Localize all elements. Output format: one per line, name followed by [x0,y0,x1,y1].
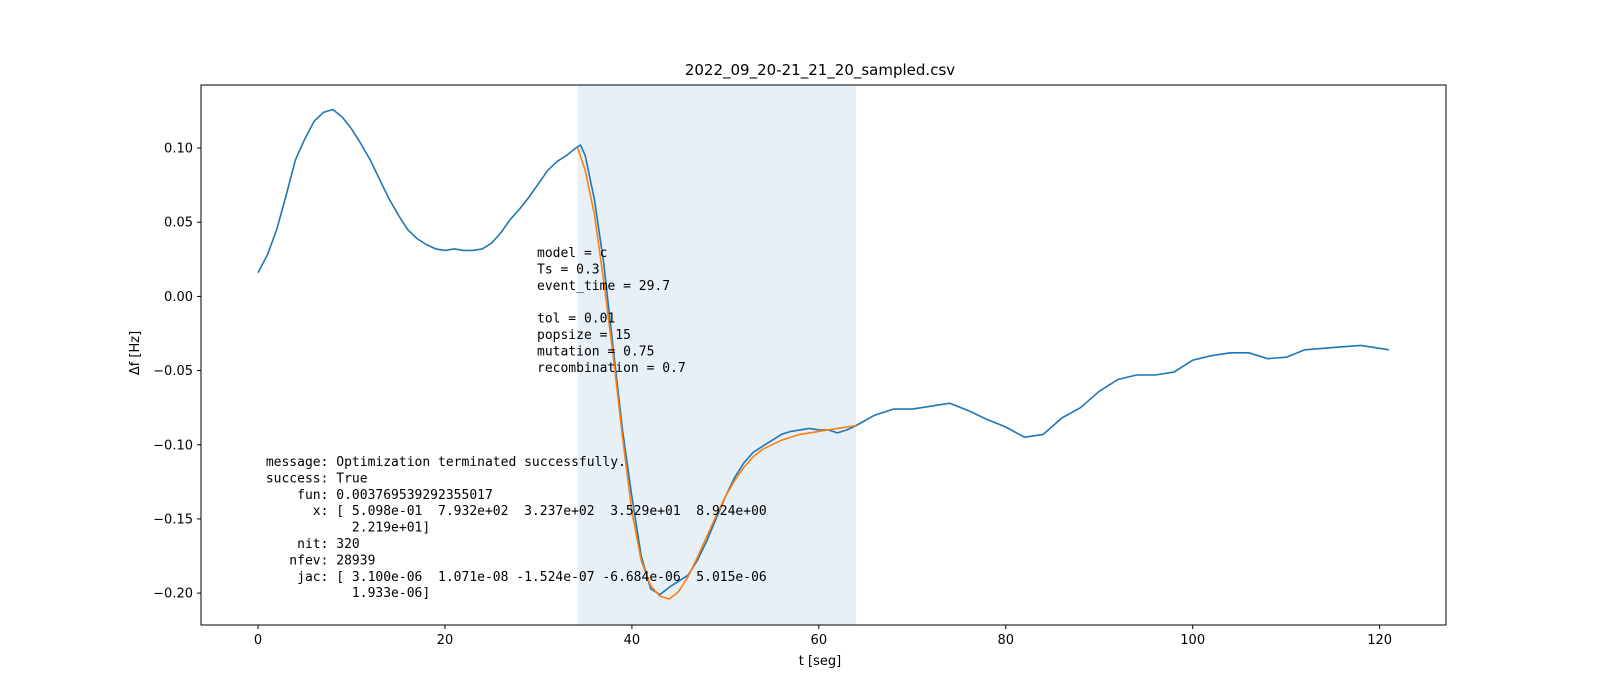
y-tick-label: −0.05 [153,364,193,379]
result-annotation-line: 1.933e-06] [258,586,430,601]
chart-title: 2022_09_20-21_21_20_sampled.csv [685,61,955,80]
params-annotation-line: event_time = 29.7 [537,279,670,294]
result-annotation-line: nfev: 28939 [258,553,375,568]
y-tick-label: 0.00 [164,290,193,305]
y-tick-label: −0.20 [153,587,193,602]
result-annotation-line: nit: 320 [258,537,360,552]
series-line-measured [257,108,1390,596]
y-tick-label: −0.15 [153,512,193,527]
y-tick-label: 0.10 [164,142,193,157]
y-axis-label: Δf [Hz] [128,331,143,375]
result-annotation-line: fun: 0.003769539292355017 [258,488,493,503]
y-tick-label: 0.05 [164,216,193,231]
params-annotation-line: tol = 0.01 [537,312,615,327]
series-line-fit [576,147,857,600]
result-annotation-line: message: Optimization terminated success… [258,455,626,470]
x-tick-label: 100 [1180,633,1205,648]
x-axis-label: t [seg] [799,654,841,669]
x-tick-label: 80 [997,633,1014,648]
result-annotation-line: jac: [ 3.100e-06 1.071e-08 -1.524e-07 -6… [258,570,767,585]
result-annotation-line: success: True [258,471,368,486]
params-annotation-line: recombination = 0.7 [537,361,686,376]
axes-frame [200,84,1447,626]
params-annotation-line: model = c [537,246,607,261]
params-annotation-line: Ts = 0.3 [537,262,600,277]
plot-area: 0 20 40 60 80 100 120 0.10 0.05 0.00 −0.05 −0.10 −0.… [153,84,1447,648]
y-tick-label: −0.10 [153,438,193,453]
fit-window-shading [577,85,857,625]
x-tick-label: 40 [624,633,641,648]
x-tick-label: 0 [254,633,262,648]
result-annotation-line: x: [ 5.098e-01 7.932e+02 3.237e+02 3.529… [258,504,767,519]
x-tick-label: 60 [811,633,828,648]
x-tick-label: 20 [437,633,454,648]
x-tick-label: 120 [1367,633,1392,648]
result-annotation-line: 2.219e+01] [258,521,430,536]
params-annotation-line: mutation = 0.75 [537,344,654,359]
params-annotation-line: popsize = 15 [537,328,631,343]
